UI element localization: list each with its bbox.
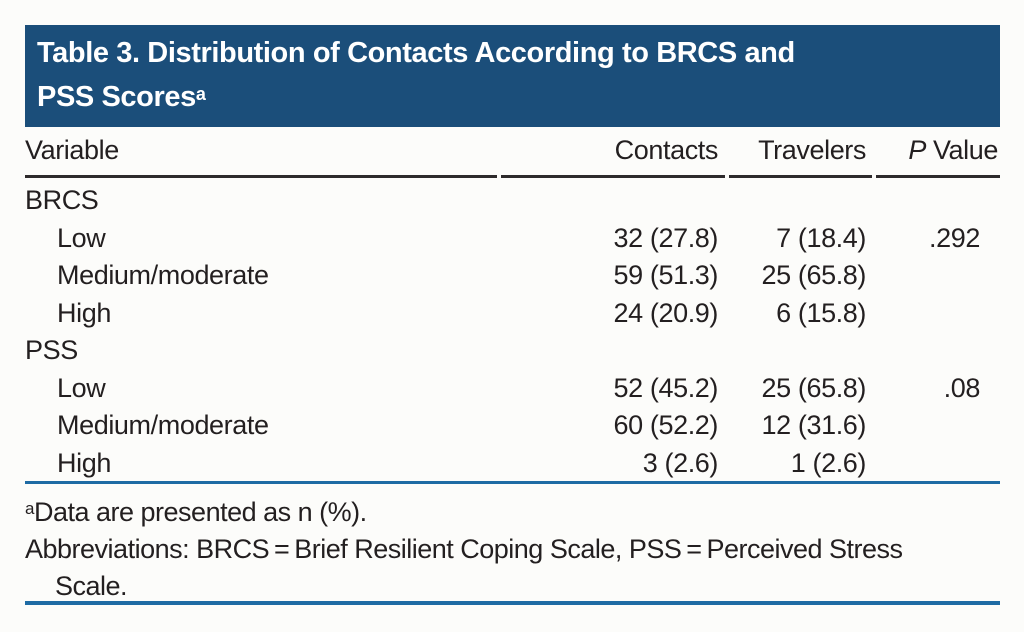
- table-row: PSS: [25, 332, 1000, 370]
- table-row: Low 32 (27.8) 7 (18.4) .292: [25, 220, 1000, 258]
- table-bottom-rule: [25, 481, 1000, 484]
- row-label: PSS: [25, 335, 78, 365]
- footnote-a-text: Data are presented as n (%).: [33, 497, 367, 527]
- table-row: High 3 (2.6) 1 (2.6): [25, 445, 1000, 483]
- table-row: Medium/moderate 59 (51.3) 25 (65.8): [25, 257, 1000, 295]
- row-label: Low: [57, 222, 106, 253]
- cell-travelers: 25 (65.8): [761, 372, 867, 403]
- row-label: BRCS: [25, 185, 99, 215]
- cell-contacts: 3 (2.6): [642, 447, 719, 478]
- column-header-contacts: Contacts: [501, 127, 725, 178]
- cell-contacts: 59 (51.3): [613, 260, 719, 290]
- cell-p-value: [876, 332, 1000, 370]
- data-table: Variable Contacts Travelers P Value BRCS …: [25, 127, 1000, 482]
- p-value-rest: Value: [932, 135, 998, 165]
- cell-p-value: [876, 445, 1000, 483]
- cell-contacts: 60 (52.2): [613, 410, 719, 440]
- cell-contacts: [501, 332, 725, 370]
- cell-contacts: [501, 182, 725, 220]
- table-title-line2: PSS Scoresa: [37, 74, 986, 118]
- table-title-line1: Table 3. Distribution of Contacts Accord…: [37, 37, 795, 69]
- cell-travelers: [729, 182, 872, 220]
- cell-p-value: [876, 257, 1000, 295]
- cell-travelers: 12 (31.6): [761, 410, 867, 440]
- column-header-variable: Variable: [25, 127, 497, 178]
- row-label: High: [57, 297, 111, 328]
- row-label: Medium/moderate: [57, 260, 269, 290]
- footnote-abbreviations-line1: Abbreviations: BRCS = Brief Resilient Co…: [25, 534, 903, 564]
- footnotes: aData are presented as n (%). Abbreviati…: [25, 490, 1015, 605]
- footnote-a: aData are presented as n (%).: [25, 490, 1015, 531]
- row-label: Low: [57, 372, 106, 403]
- footnote-a-marker: a: [25, 499, 34, 518]
- cell-contacts: 52 (45.2): [613, 372, 719, 403]
- cell-p-value: [876, 407, 1000, 445]
- footnote-abbreviations-line2: Scale.: [55, 571, 128, 601]
- cell-travelers: 25 (65.8): [761, 260, 867, 290]
- cell-contacts: 32 (27.8): [613, 222, 719, 253]
- cell-travelers: [729, 332, 872, 370]
- table-row: BRCS: [25, 182, 1000, 220]
- p-value-italic-p: P: [908, 135, 926, 165]
- cell-p-value: [876, 182, 1000, 220]
- figure-bottom-rule: [25, 601, 1000, 605]
- table-body: BRCS Low 32 (27.8) 7 (18.4) .292 Medium/…: [25, 178, 1000, 482]
- table-header-row: Variable Contacts Travelers P Value: [25, 127, 1000, 178]
- table-row: Low 52 (45.2) 25 (65.8) .08: [25, 370, 1000, 408]
- column-header-travelers: Travelers: [729, 127, 872, 178]
- cell-p-value: .292: [929, 222, 980, 253]
- row-label: High: [57, 447, 111, 478]
- cell-travelers: 1 (2.6): [790, 447, 867, 478]
- table-row: High 24 (20.9) 6 (15.8): [25, 295, 1000, 333]
- cell-p-value: .08: [943, 372, 981, 403]
- table-title-line2-text: PSS Scores: [37, 81, 196, 113]
- title-footnote-marker: a: [195, 84, 206, 104]
- table-row: Medium/moderate 60 (52.2) 12 (31.6): [25, 407, 1000, 445]
- column-header-p-value: P Value: [876, 127, 1000, 178]
- cell-travelers: 7 (18.4): [776, 222, 866, 253]
- row-label: Medium/moderate: [57, 410, 269, 440]
- cell-travelers: 6 (15.8): [776, 297, 866, 328]
- cell-p-value: [876, 295, 1000, 333]
- table-title-banner: Table 3. Distribution of Contacts Accord…: [25, 25, 1000, 127]
- cell-contacts: 24 (20.9): [613, 297, 719, 328]
